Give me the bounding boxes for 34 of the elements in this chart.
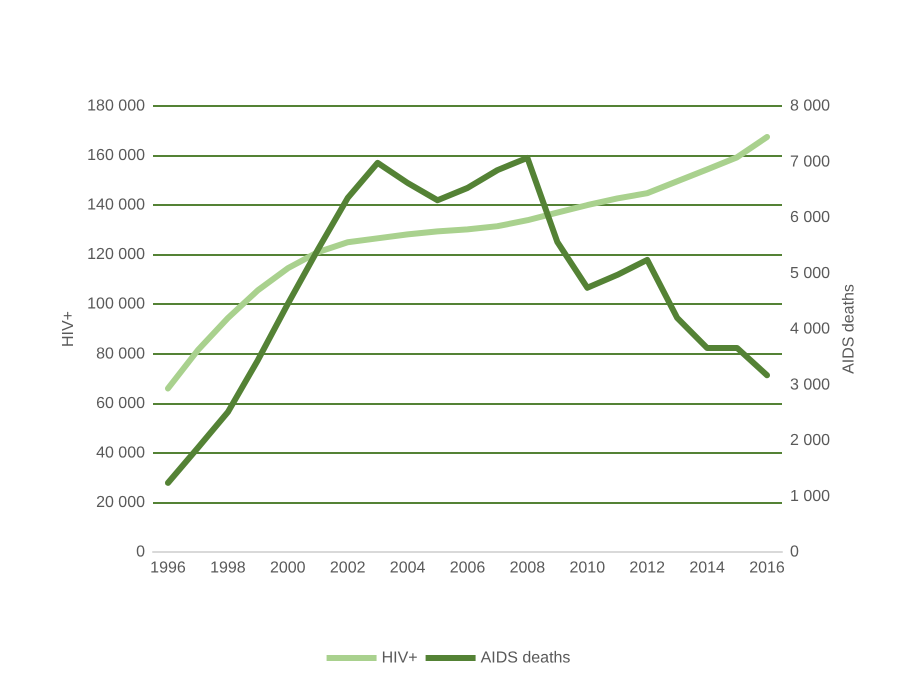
y2-tick-label: 7 000 — [790, 153, 830, 170]
y2-axis-title: AIDS deaths — [840, 284, 858, 374]
y-tick-label: 0 — [136, 544, 146, 560]
x-tick-label: 2016 — [749, 560, 785, 576]
y2-tick-label: 8 000 — [790, 98, 830, 114]
x-tick-label: 1998 — [210, 560, 246, 576]
y-tick-label: 60 000 — [96, 394, 146, 412]
x-tick-label: 2004 — [390, 560, 426, 576]
y2-tick-label: 2 000 — [790, 432, 830, 449]
y-axis-title: HIV+ — [60, 310, 77, 348]
y2-tick-label: 1 000 — [790, 488, 830, 505]
x-tick-label: 2010 — [570, 560, 606, 576]
y2-tick-label: 3 000 — [790, 376, 830, 394]
y-tick-label: 80 000 — [96, 345, 146, 362]
y-tick-label: 120 000 — [87, 246, 146, 264]
x-tick-label: 2006 — [450, 560, 486, 576]
y-tick-label: 160 000 — [87, 147, 146, 164]
y2-tick-label: 5 000 — [790, 264, 830, 282]
legend-label: HIV+ — [382, 650, 418, 666]
x-tick-label: 2002 — [330, 560, 366, 576]
x-tick-label: 2000 — [270, 560, 306, 576]
y-tick-label: 180 000 — [87, 98, 146, 114]
y2-tick-label: 4 000 — [790, 320, 830, 338]
y-tick-label: 20 000 — [96, 494, 146, 511]
legend-label: AIDS deaths — [480, 650, 570, 666]
y-tick-label: 140 000 — [87, 196, 146, 214]
y-tick-label: 100 000 — [87, 296, 146, 313]
y-tick-label: 40 000 — [96, 444, 146, 462]
x-tick-label: 2012 — [629, 560, 666, 576]
y2-tick-label: 6 000 — [790, 209, 830, 226]
x-tick-label: 2008 — [510, 560, 546, 576]
x-tick-label: 1996 — [150, 560, 186, 576]
y2-tick-label: 0 — [790, 544, 799, 560]
x-tick-label: 2014 — [689, 560, 726, 576]
